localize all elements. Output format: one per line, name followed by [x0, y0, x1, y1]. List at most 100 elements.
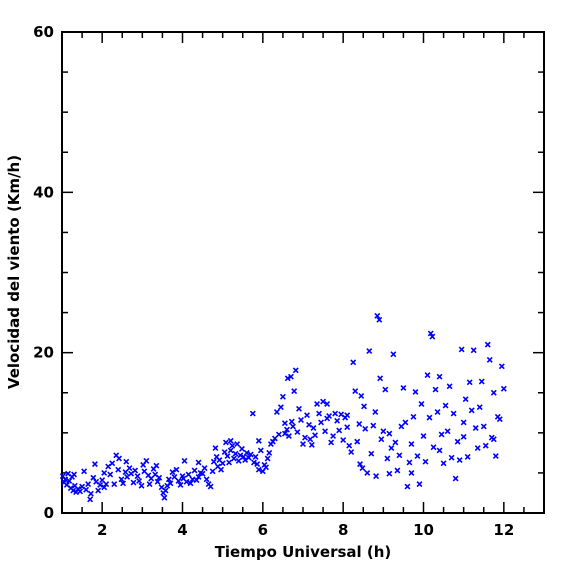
data-point	[101, 469, 108, 476]
data-point	[302, 434, 308, 441]
y-tick-label: 40	[33, 183, 54, 201]
data-point	[300, 441, 306, 448]
data-point	[466, 379, 473, 386]
data-point	[408, 469, 415, 476]
data-point	[254, 461, 261, 468]
data-point	[148, 475, 155, 482]
data-point	[418, 401, 425, 407]
data-point	[165, 476, 172, 483]
data-point	[87, 496, 94, 503]
data-point	[378, 436, 385, 443]
data-point	[123, 458, 130, 465]
data-point	[154, 478, 161, 485]
data-point	[452, 475, 459, 482]
data-point	[249, 410, 256, 417]
data-point	[476, 404, 483, 411]
x-tick-label: 2	[97, 521, 107, 539]
data-point	[402, 419, 409, 426]
data-point	[115, 466, 122, 473]
data-point	[91, 461, 98, 468]
data-point	[386, 470, 393, 477]
data-point	[368, 450, 375, 457]
data-point	[438, 431, 445, 438]
data-point	[354, 438, 361, 445]
data-point	[398, 423, 405, 430]
data-point	[462, 396, 469, 403]
data-point	[308, 441, 315, 448]
data-point	[486, 356, 493, 363]
x-axis-label: Tiempo Universal (h)	[215, 543, 392, 561]
data-point	[348, 449, 355, 456]
data-point	[392, 439, 399, 446]
data-point	[167, 480, 174, 487]
data-point	[221, 449, 228, 456]
data-point	[330, 433, 337, 440]
data-point	[440, 460, 447, 467]
data-point	[212, 445, 219, 452]
data-point	[257, 447, 264, 454]
data-point	[222, 439, 229, 446]
data-point	[266, 449, 273, 456]
data-point	[420, 433, 427, 440]
data-point	[422, 458, 429, 465]
data-point	[446, 383, 453, 390]
data-point	[312, 432, 319, 439]
plot-frame	[61, 31, 545, 514]
data-point	[448, 454, 455, 461]
data-point	[136, 477, 143, 484]
data-point	[450, 410, 457, 417]
data-point	[346, 442, 353, 449]
data-point	[207, 483, 214, 490]
data-point	[350, 359, 357, 366]
data-point	[97, 481, 104, 488]
data-point	[334, 417, 341, 424]
data-point	[496, 416, 503, 423]
data-point	[454, 438, 461, 445]
data-point	[376, 316, 383, 323]
data-point	[226, 459, 233, 466]
data-point	[111, 481, 118, 488]
data-point	[243, 449, 250, 456]
data-point	[482, 442, 489, 449]
data-point	[109, 460, 116, 467]
data-point	[242, 457, 249, 464]
data-point	[434, 409, 441, 415]
data-point	[289, 423, 296, 430]
y-tick-label: 20	[33, 344, 54, 362]
data-point	[169, 469, 176, 476]
axis-ticks	[61, 31, 545, 514]
data-point	[264, 455, 271, 462]
data-point	[384, 455, 391, 462]
y-tick-label: 0	[44, 504, 54, 522]
data-point	[427, 330, 434, 337]
data-point	[332, 410, 339, 417]
data-point	[247, 451, 254, 458]
data-point	[191, 467, 198, 474]
data-point	[366, 348, 373, 355]
data-point	[460, 433, 467, 440]
data-point	[87, 490, 94, 497]
data-point	[199, 470, 206, 477]
data-point	[156, 474, 163, 481]
data-point	[318, 419, 325, 426]
data-point	[252, 453, 259, 460]
data-point	[177, 481, 184, 488]
data-point	[336, 427, 343, 434]
data-point	[460, 419, 467, 426]
data-point	[175, 477, 182, 484]
x-tick-label: 8	[338, 521, 348, 539]
data-point	[275, 431, 282, 438]
data-point	[269, 438, 276, 445]
data-point	[429, 333, 436, 340]
data-point	[224, 453, 231, 460]
data-point	[382, 386, 389, 393]
data-point	[287, 373, 294, 380]
data-point	[161, 494, 168, 501]
data-point	[118, 476, 125, 483]
data-point	[458, 346, 465, 353]
data-point	[146, 481, 153, 488]
data-point	[183, 478, 190, 485]
data-point	[235, 457, 242, 464]
data-point	[99, 477, 106, 484]
